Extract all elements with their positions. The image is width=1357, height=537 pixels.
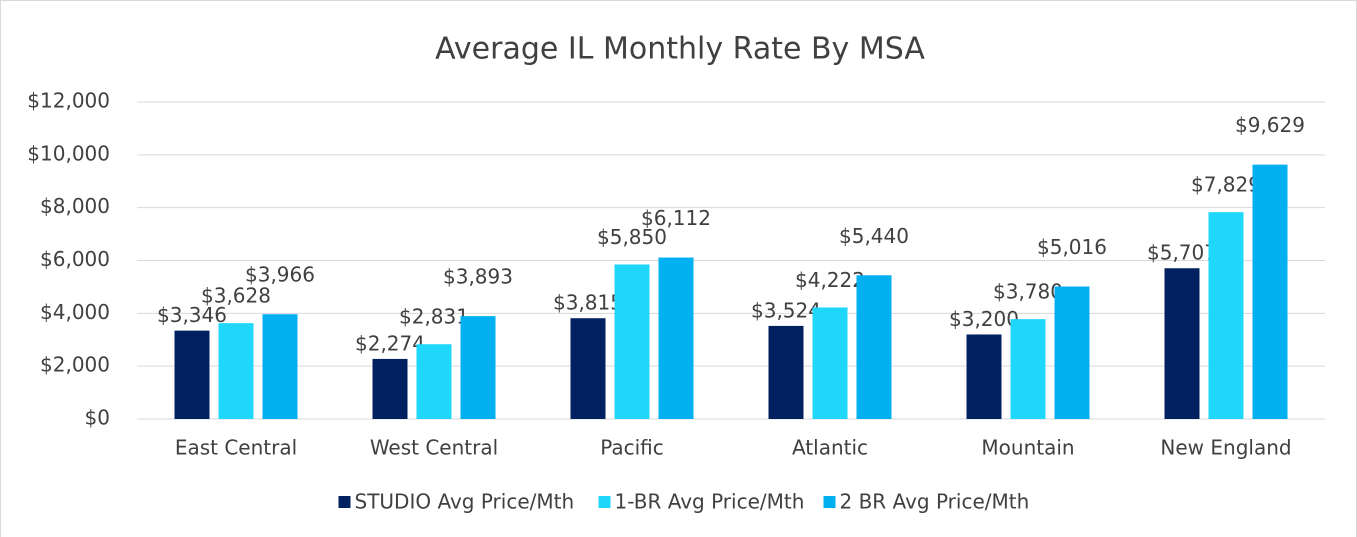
bar	[460, 316, 496, 419]
value-label: $3,966	[245, 263, 315, 287]
legend-swatch	[338, 496, 351, 508]
value-label: $3,628	[201, 284, 271, 308]
value-label: $9,629	[1235, 113, 1305, 137]
bar	[416, 344, 452, 419]
x-tick-label: New England	[1160, 436, 1291, 460]
bar	[768, 325, 804, 419]
legend-label: 1-BR Avg Price/Mth	[615, 490, 805, 514]
value-label: $3,346	[157, 303, 227, 327]
y-tick-label: $0	[85, 406, 110, 430]
value-label: $7,829	[1191, 173, 1261, 197]
chart-title: Average IL Monthly Rate By MSA	[435, 32, 925, 67]
value-label: $3,524	[751, 298, 821, 322]
legend-label: 2 BR Avg Price/Mth	[840, 490, 1030, 514]
value-label: $3,893	[443, 265, 513, 289]
y-tick-label: $4,000	[40, 300, 110, 324]
value-label: $3,780	[993, 280, 1063, 304]
value-label: $6,112	[641, 206, 711, 230]
x-tick-label: Mountain	[981, 436, 1074, 460]
bar	[1252, 164, 1288, 419]
legend-label: STUDIO Avg Price/Mth	[355, 490, 575, 514]
value-label: $5,850	[597, 225, 667, 249]
bar	[1164, 268, 1200, 419]
bar	[262, 314, 298, 419]
y-tick-label: $12,000	[27, 89, 110, 113]
x-tick-label: East Central	[175, 436, 297, 460]
y-tick-label: $2,000	[40, 353, 110, 377]
bar	[570, 318, 606, 419]
y-tick-label: $6,000	[40, 247, 110, 271]
value-label: $5,707	[1147, 241, 1217, 265]
bar	[856, 275, 892, 419]
value-label: $3,815	[553, 291, 623, 315]
legend-swatch	[598, 496, 611, 508]
x-tick-label: Atlantic	[792, 436, 868, 460]
bar	[966, 334, 1002, 419]
bar	[812, 307, 848, 419]
bar	[218, 323, 254, 419]
bar	[1208, 212, 1244, 419]
bar	[372, 358, 408, 419]
bar	[1010, 319, 1046, 419]
bar	[658, 257, 694, 419]
value-label: $2,274	[355, 331, 425, 355]
y-tick-label: $8,000	[40, 194, 110, 218]
bar	[174, 330, 210, 419]
x-tick-label: West Central	[370, 436, 498, 460]
bar	[1054, 286, 1090, 419]
value-label: $2,831	[399, 305, 469, 329]
bar	[614, 264, 650, 419]
y-tick-label: $10,000	[27, 141, 110, 165]
value-label: $3,200	[949, 307, 1019, 331]
value-label: $4,222	[795, 268, 865, 292]
legend-swatch	[823, 496, 836, 508]
value-label: $5,016	[1037, 235, 1107, 259]
value-label: $5,440	[839, 224, 909, 248]
x-tick-label: Pacific	[600, 436, 664, 460]
